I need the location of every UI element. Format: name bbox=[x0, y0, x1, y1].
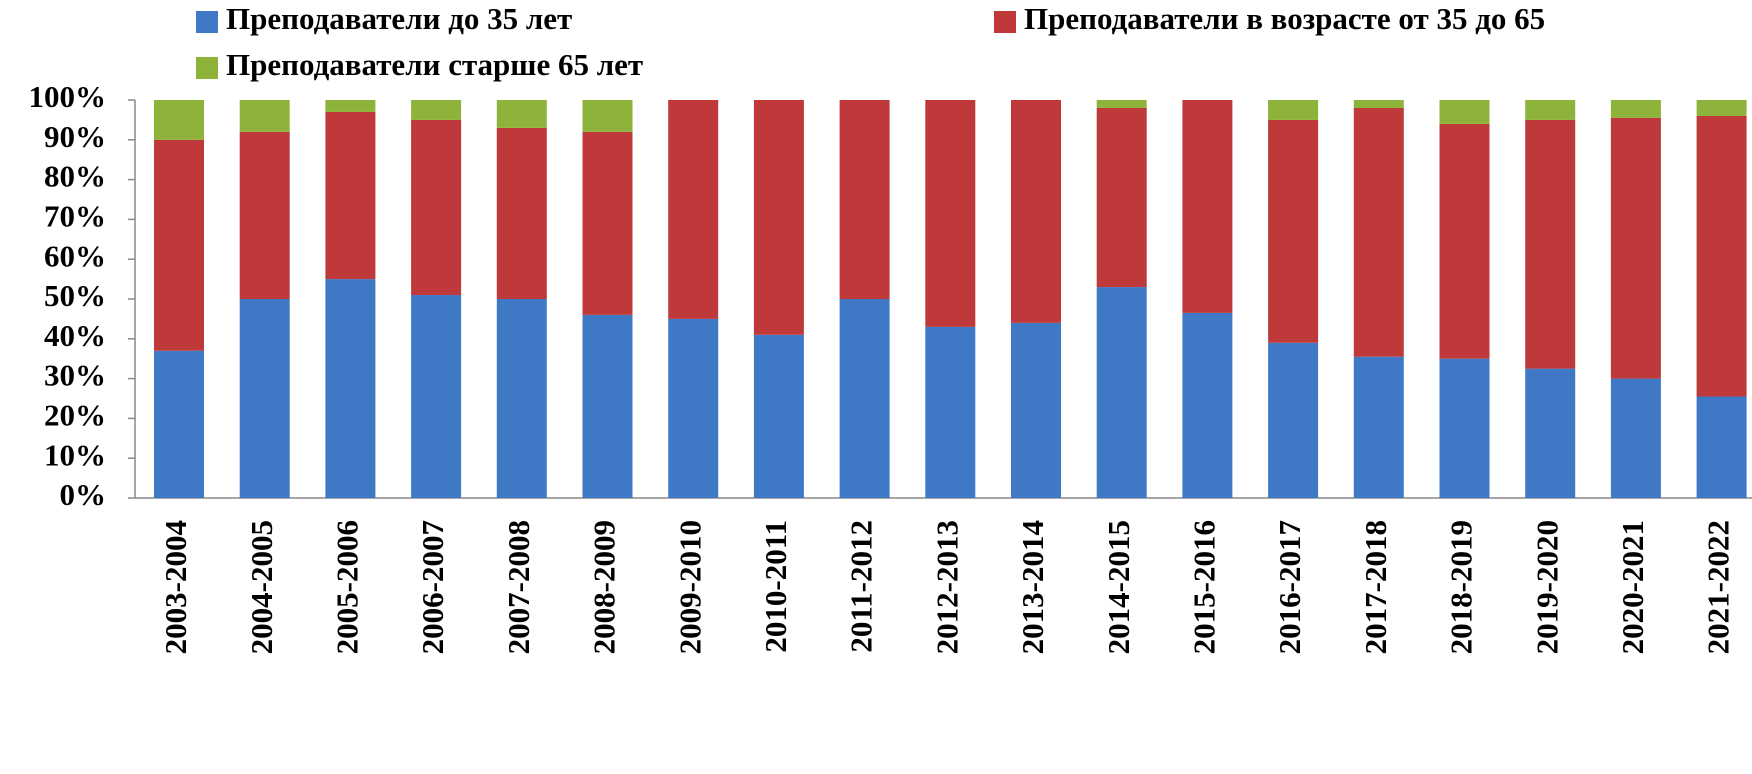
x-tick-label: 2012-2013 bbox=[929, 520, 964, 654]
x-tick-label: 2011-2012 bbox=[844, 520, 879, 653]
bar-segment bbox=[1182, 100, 1233, 313]
bar-segment bbox=[1353, 100, 1404, 108]
bar-segment bbox=[839, 299, 890, 498]
bar-segment bbox=[1011, 100, 1061, 323]
y-tick-label: 50% bbox=[44, 278, 106, 313]
bar-segment bbox=[411, 119, 462, 296]
y-tick-label: 60% bbox=[44, 238, 106, 273]
bar-segment bbox=[496, 127, 547, 299]
legend-swatch bbox=[994, 11, 1016, 33]
bar-segment bbox=[411, 295, 462, 498]
bar-segment bbox=[1525, 119, 1576, 369]
bar-segment bbox=[925, 100, 976, 327]
y-tick-label: 20% bbox=[44, 398, 106, 433]
bar-segment bbox=[1096, 100, 1147, 108]
y-tick-label: 0% bbox=[60, 477, 107, 512]
bar-segment bbox=[1353, 356, 1404, 498]
bar-segment bbox=[1439, 123, 1490, 359]
bar-segment bbox=[1696, 115, 1747, 397]
bar-segment bbox=[1011, 322, 1061, 498]
x-tick-label: 2013-2014 bbox=[1015, 520, 1050, 654]
bar-segment bbox=[325, 111, 376, 280]
bar-segment bbox=[582, 314, 633, 498]
bar-segment bbox=[1353, 107, 1404, 357]
bar-segment bbox=[154, 100, 204, 140]
bar-segment bbox=[154, 350, 204, 498]
bar-segment bbox=[925, 326, 976, 498]
legend-swatch bbox=[196, 57, 218, 79]
legend-label: Преподаватели до 35 лет bbox=[226, 1, 572, 36]
x-tick-label: 2020-2021 bbox=[1615, 520, 1650, 654]
x-tick-label: 2006-2007 bbox=[415, 520, 450, 654]
bar-segment bbox=[1610, 117, 1661, 379]
bar-segment bbox=[582, 100, 633, 132]
x-tick-label: 2004-2005 bbox=[244, 520, 279, 654]
bar-segment bbox=[325, 279, 376, 498]
x-tick-label: 2015-2016 bbox=[1187, 520, 1222, 654]
bar-segment bbox=[411, 100, 462, 120]
bar-segment bbox=[154, 139, 204, 351]
bar-segment bbox=[1439, 100, 1490, 124]
bar-segment bbox=[1268, 119, 1319, 343]
x-tick-label: 2016-2017 bbox=[1272, 520, 1307, 654]
bar-segment bbox=[496, 299, 547, 498]
bar-segment bbox=[1096, 287, 1147, 498]
x-tick-label: 2010-2011 bbox=[758, 520, 793, 653]
bar-segment bbox=[239, 100, 290, 132]
x-tick-label: 2009-2010 bbox=[672, 520, 707, 654]
x-tick-label: 2014-2015 bbox=[1101, 520, 1136, 654]
bar-segment bbox=[1182, 312, 1233, 498]
x-tick-label: 2017-2018 bbox=[1358, 520, 1393, 654]
bar-segment bbox=[1610, 100, 1661, 118]
y-tick-label: 90% bbox=[44, 119, 106, 154]
x-tick-label: 2019-2020 bbox=[1529, 520, 1564, 654]
y-tick-label: 30% bbox=[44, 358, 106, 393]
bar-segment bbox=[1268, 342, 1319, 498]
bar-segment bbox=[1096, 107, 1147, 288]
x-tick-label: 2003-2004 bbox=[158, 520, 193, 654]
x-tick-label: 2008-2009 bbox=[587, 520, 622, 654]
bar-segment bbox=[325, 100, 376, 112]
y-tick-label: 10% bbox=[44, 437, 106, 472]
y-tick-label: 70% bbox=[44, 199, 106, 234]
bar-segment bbox=[668, 318, 719, 498]
bar-segment bbox=[1525, 100, 1576, 120]
x-tick-label: 2007-2008 bbox=[501, 520, 536, 654]
bar-segment bbox=[1439, 358, 1490, 498]
bar-segment bbox=[582, 131, 633, 315]
legend-label: Преподаватели старше 65 лет bbox=[226, 47, 643, 82]
bar-segment bbox=[496, 100, 547, 128]
x-tick-label: 2005-2006 bbox=[330, 520, 365, 654]
bar-segment bbox=[753, 100, 804, 335]
bar-segment bbox=[1696, 100, 1747, 116]
bar-segment bbox=[239, 131, 290, 299]
bar-segment bbox=[239, 299, 290, 498]
y-tick-label: 80% bbox=[44, 159, 106, 194]
y-tick-label: 40% bbox=[44, 318, 106, 353]
bar-segment bbox=[1268, 100, 1319, 120]
y-tick-label: 100% bbox=[29, 79, 107, 114]
bar-segment bbox=[839, 100, 890, 299]
x-tick-label: 2018-2019 bbox=[1444, 520, 1479, 654]
legend-swatch bbox=[196, 11, 218, 33]
bar-segment bbox=[1610, 378, 1661, 498]
legend-label: Преподаватели в возрасте от 35 до 65 bbox=[1024, 1, 1545, 36]
bar-segment bbox=[668, 100, 719, 319]
bar-segment bbox=[1696, 396, 1747, 498]
bar-segment bbox=[753, 334, 804, 498]
bar-segment bbox=[1525, 368, 1576, 498]
x-tick-label: 2021-2022 bbox=[1701, 520, 1736, 654]
